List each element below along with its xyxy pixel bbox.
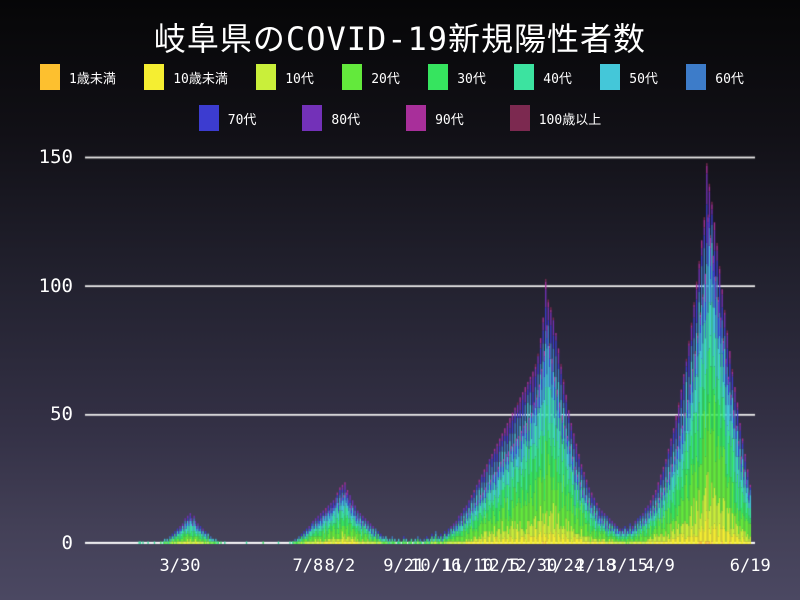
legend-item-70代: 70代 xyxy=(198,105,257,131)
legend-color-swatch xyxy=(342,64,363,90)
chart-title: 岐阜県のCOVID-19新規陽性者数 xyxy=(153,20,647,58)
legend-item-10代: 10代 xyxy=(256,64,314,90)
legend-label: 100歳以上 xyxy=(538,112,602,128)
y-axis-tick-label: 150 xyxy=(38,146,73,168)
x-axis-tick-label: 2/18 xyxy=(575,556,617,576)
x-axis-tick-label: 9/21 xyxy=(383,556,425,576)
legend-color-swatch xyxy=(144,64,165,90)
legend-row-1: 1歳未満 10歳未満 10代 20代 30代 40代 50代 60代 xyxy=(0,64,800,90)
legend-label: 10歳未満 xyxy=(173,71,228,87)
legend-color-swatch xyxy=(428,64,449,90)
legend-label: 40代 xyxy=(543,71,572,87)
legend-item-40代: 40代 xyxy=(514,64,572,90)
legend-item-90代: 90代 xyxy=(406,105,464,131)
legend-row-2: 70代 80代 90代 100歳以上 xyxy=(0,105,800,131)
y-axis-tick-label: 50 xyxy=(50,403,73,426)
legend-item-60代: 60代 xyxy=(686,64,744,90)
legend-label: 80代 xyxy=(331,112,361,128)
legend-label: 30代 xyxy=(457,71,486,87)
legend-item-20代: 20代 xyxy=(342,64,400,90)
legend-color-swatch xyxy=(256,64,277,90)
legend-color-swatch xyxy=(514,64,535,90)
legend-item-30代: 30代 xyxy=(428,64,486,90)
legend-color-swatch xyxy=(686,64,707,90)
x-axis-tick-label: 6/19 xyxy=(729,556,771,576)
legend-label: 10代 xyxy=(285,71,314,87)
x-axis-tick-label: 3/15 xyxy=(607,556,649,576)
legend-item-100歳以上: 100歳以上 xyxy=(509,105,602,131)
x-axis-tick-label: 1/24 xyxy=(543,556,585,576)
legend-label: 60代 xyxy=(715,71,744,87)
legend-color-swatch xyxy=(406,105,427,131)
y-axis-tick-label: 100 xyxy=(38,274,73,297)
x-axis-tick-label: 8/2 xyxy=(324,556,356,576)
legend-item-10歳未満: 10歳未満 xyxy=(144,64,228,90)
x-axis-tick-label: 12/30 xyxy=(506,556,558,576)
y-axis-tick-label: 0 xyxy=(61,532,73,554)
x-axis-tick-label: 7/8 xyxy=(292,556,324,576)
x-axis-tick-label: 10/16 xyxy=(410,556,462,576)
legend-label: 50代 xyxy=(629,71,658,87)
legend-label: 70代 xyxy=(227,112,257,128)
legend-item-1歳未満: 1歳未満 xyxy=(40,64,116,90)
x-axis-tick-label: 12/5 xyxy=(479,556,521,576)
legend-item-80代: 80代 xyxy=(302,105,360,131)
x-axis-tick-label: 3/30 xyxy=(159,556,201,576)
legend-color-swatch xyxy=(40,64,60,90)
legend-color-swatch xyxy=(600,64,621,90)
legend-item-50代: 50代 xyxy=(600,64,658,90)
legend-label: 90代 xyxy=(435,112,464,128)
legend-color-swatch xyxy=(509,105,530,131)
legend-label: 1歳未満 xyxy=(69,71,116,87)
legend-label: 20代 xyxy=(371,71,400,87)
x-axis-tick-label: 11/10 xyxy=(442,556,494,576)
x-axis-tick-label: 4/9 xyxy=(644,556,675,576)
legend-color-swatch xyxy=(198,105,219,131)
legend-color-swatch xyxy=(302,105,323,131)
